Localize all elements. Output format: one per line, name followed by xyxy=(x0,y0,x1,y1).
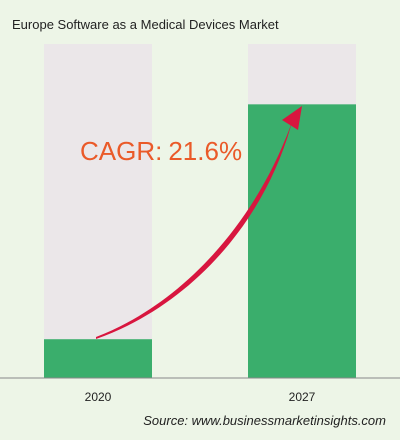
bar-2027 xyxy=(248,104,356,379)
source-note: Source: www.businessmarketinsights.com xyxy=(143,413,386,428)
x-tick-label-2027: 2027 xyxy=(289,390,316,404)
cagr-arrow xyxy=(96,106,302,339)
cagr-annotation: CAGR: 21.6% xyxy=(80,136,242,166)
bars xyxy=(44,104,356,379)
bar-track-2020 xyxy=(44,44,152,378)
bar-2020 xyxy=(44,339,152,378)
cagr-value: 21.6% xyxy=(168,136,242,166)
x-tick-label-2020: 2020 xyxy=(85,390,112,404)
chart-title: Europe Software as a Medical Devices Mar… xyxy=(12,17,279,32)
cagr-label: CAGR: xyxy=(80,136,162,166)
cagr-arrow-head xyxy=(282,106,302,130)
x-axis-ticks: 2020 2027 xyxy=(85,390,316,404)
